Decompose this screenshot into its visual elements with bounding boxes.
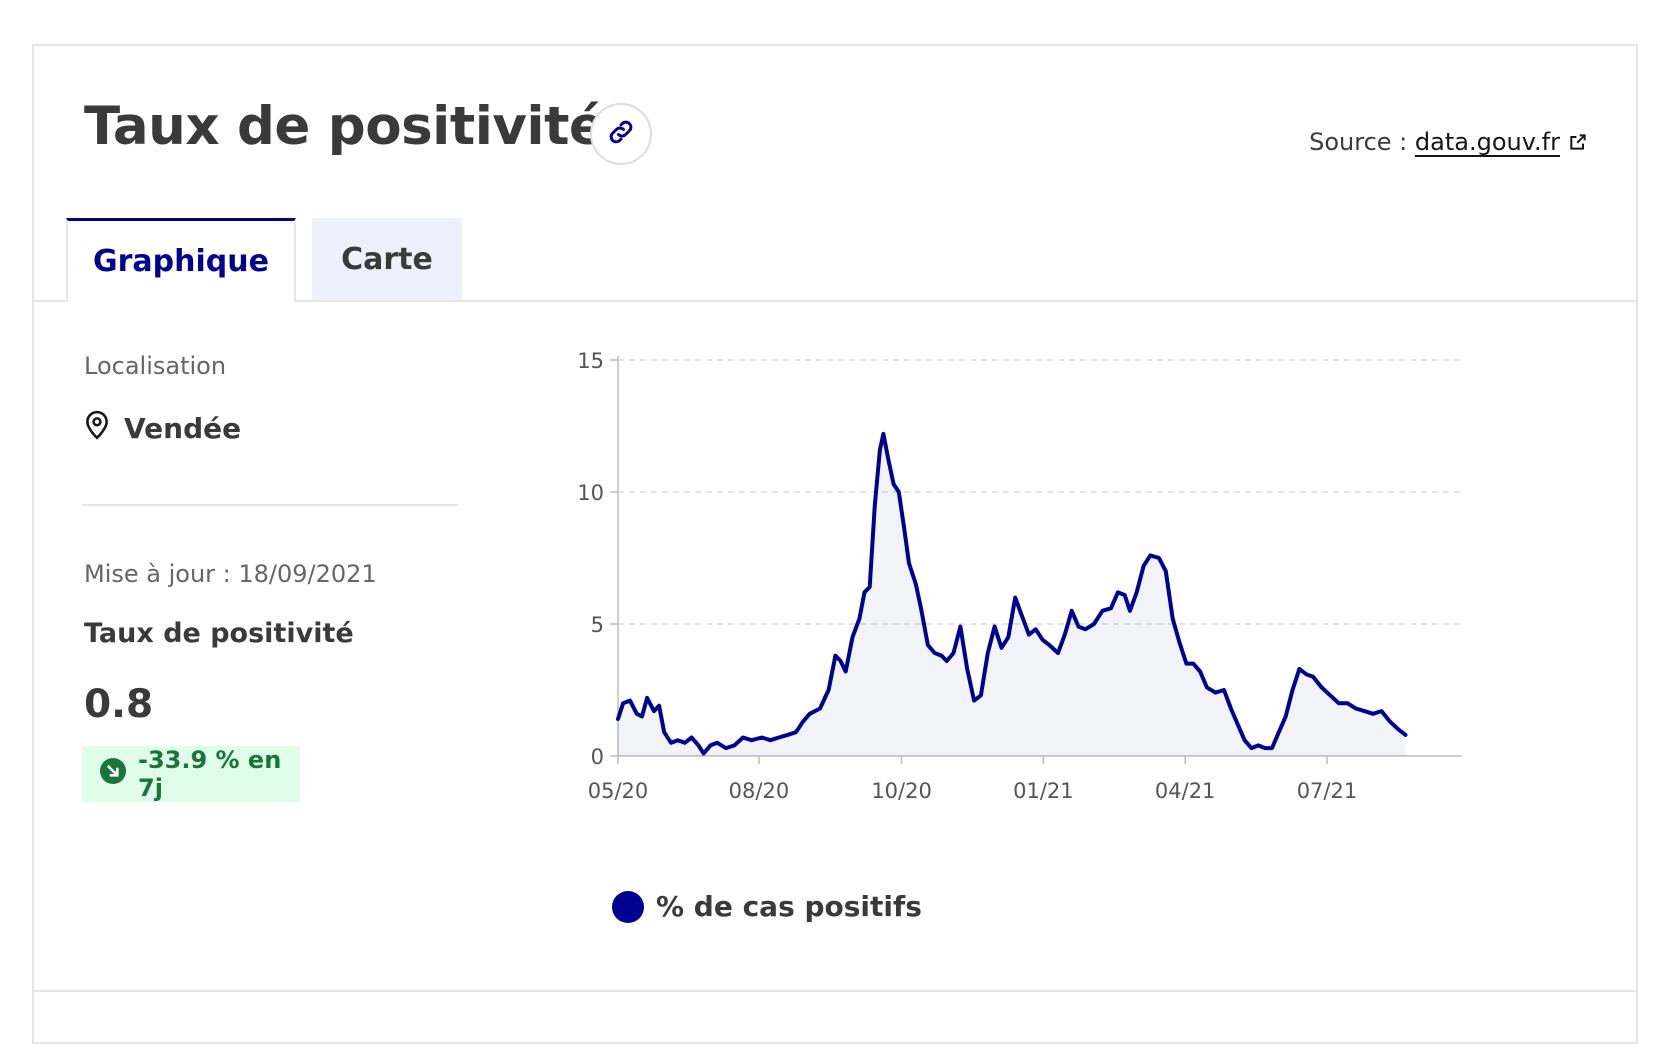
metric-label: Taux de positivité	[84, 618, 354, 649]
y-tick-label: 10	[577, 481, 604, 505]
map-pin-icon	[84, 410, 110, 447]
source-link[interactable]: data.gouv.fr	[1415, 128, 1588, 156]
x-tick-label: 08/20	[729, 779, 790, 803]
link-icon	[606, 117, 636, 151]
source-info: Source : data.gouv.fr	[1309, 128, 1588, 158]
y-tick-label: 15	[577, 349, 604, 373]
source-label: Source :	[1309, 128, 1408, 156]
sidebar-divider	[82, 504, 458, 506]
trend-badge: -33.9 % en 7j	[82, 746, 300, 802]
location-label: Localisation	[84, 352, 227, 380]
x-tick-label: 04/21	[1155, 779, 1216, 803]
location-selector[interactable]: Vendée	[84, 410, 241, 447]
x-tick-label: 01/21	[1013, 779, 1074, 803]
x-tick-label: 05/20	[588, 779, 649, 803]
y-tick-label: 0	[591, 745, 604, 769]
card-footer-divider	[32, 990, 1638, 992]
line-chart: 0 5 10 15 05/20 08/20 10/20 01/21 04/21 07/21	[577, 349, 1462, 803]
source-link-text: data.gouv.fr	[1414, 128, 1560, 156]
tab-graphique[interactable]: Graphique	[66, 218, 296, 302]
copy-link-button[interactable]	[590, 103, 652, 165]
update-date: Mise à jour : 18/09/2021	[84, 560, 377, 588]
page-title: Taux de positivité	[84, 96, 605, 157]
y-tick-label: 5	[591, 613, 604, 637]
external-link-icon	[1568, 130, 1588, 158]
tab-divider	[32, 300, 1638, 302]
series-line	[616, 431, 1408, 756]
x-tick-label: 10/20	[871, 779, 932, 803]
series-area	[618, 433, 1406, 756]
trend-text: -33.9 % en 7j	[138, 746, 282, 802]
metric-value: 0.8	[84, 682, 154, 727]
arrow-down-right-icon	[100, 758, 126, 790]
legend-label: % de cas positifs	[656, 890, 922, 923]
tab-carte[interactable]: Carte	[312, 218, 462, 300]
chart-legend: % de cas positifs	[612, 890, 922, 923]
x-tick-label: 07/21	[1297, 779, 1358, 803]
legend-dot	[612, 890, 644, 923]
tab-bar: Graphique Carte	[66, 218, 462, 302]
location-value: Vendée	[124, 412, 242, 445]
